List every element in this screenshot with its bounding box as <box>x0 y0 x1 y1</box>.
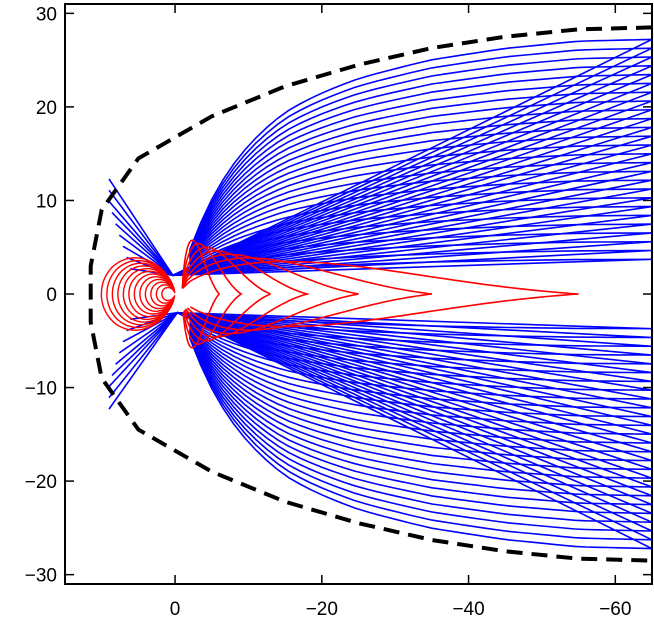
open-field-line-18 <box>126 100 653 277</box>
open-field-line-39 <box>177 311 653 444</box>
y-tick-label-5: 20 <box>36 98 57 119</box>
open-field-line-42 <box>177 311 653 471</box>
x-tick-label-0: 0 <box>170 599 181 620</box>
closed-dayside-loop-2 <box>150 281 176 307</box>
closed-dayside-loop-8 <box>117 265 175 323</box>
y-tick-label-2: −10 <box>25 379 57 400</box>
open-field-line-44 <box>126 311 653 488</box>
open-field-line-33 <box>177 311 653 391</box>
open-field-line-25 <box>108 38 653 277</box>
open-field-line-13 <box>172 144 653 277</box>
closed-tail-loop-3 <box>181 250 311 338</box>
closed-dayside-loop-0 <box>161 286 176 302</box>
open-field-line-36 <box>177 311 653 418</box>
closed-tail-loop-5 <box>181 243 243 345</box>
x-tick-label-1: −20 <box>306 599 338 620</box>
open-field-line-35 <box>177 311 653 409</box>
closed-dayside-loop-5 <box>133 273 176 315</box>
x-tick-label-3: −60 <box>599 599 631 620</box>
y-axis: −30 −20 −10 0 10 20 30 <box>25 4 652 587</box>
open-field-line-49 <box>108 311 653 532</box>
open-field-line-16 <box>172 117 653 277</box>
open-field-line-23 <box>108 56 653 277</box>
open-field-line-45 <box>122 311 653 497</box>
closed-tail-loop-1 <box>181 257 432 331</box>
y-tick-label-6: 30 <box>36 4 57 25</box>
closed-dayside-loop-9 <box>111 262 175 326</box>
closed-dayside-loop-6 <box>128 270 176 318</box>
closed-dayside-loop-4 <box>139 275 176 313</box>
x-tick-label-2: −40 <box>452 599 484 620</box>
closed-tail-loop-2 <box>181 253 359 335</box>
open-field-line-41 <box>177 311 653 462</box>
open-field-line-24 <box>108 47 653 277</box>
open-field-line-15 <box>172 126 653 277</box>
open-field-line-50 <box>108 311 653 541</box>
magnetopause-boundary <box>88 25 653 563</box>
open-field-line-17 <box>130 109 653 277</box>
open-field-line-43 <box>130 311 653 479</box>
open-field-line-9 <box>172 179 653 277</box>
open-field-line-10 <box>172 170 653 277</box>
open-field-line-48 <box>111 311 653 523</box>
closed-tail-loop-4 <box>181 246 271 342</box>
closed-dayside-loop-10 <box>106 259 175 329</box>
closed-dayside-loop-11 <box>100 257 175 331</box>
x-axis: 0 −20 −40 −60 <box>170 4 631 620</box>
y-tick-label-0: −30 <box>25 566 57 587</box>
closed-tail-loop-6 <box>181 239 221 349</box>
open-field-line-19 <box>122 91 653 277</box>
closed-dayside-loop-1 <box>155 284 176 304</box>
y-tick-label-1: −20 <box>25 472 57 493</box>
closed-dayside-loop-7 <box>122 267 175 321</box>
boundary-line <box>88 25 653 563</box>
open-field-line-51 <box>108 311 653 550</box>
y-tick-label-4: 10 <box>36 191 57 212</box>
closed-dayside-loop-3 <box>144 278 176 310</box>
open-field-line-40 <box>177 311 653 453</box>
open-field-line-12 <box>172 153 653 277</box>
y-tick-label-3: 0 <box>46 285 57 306</box>
closed-tail-loop-0 <box>181 260 579 328</box>
field-lines <box>100 38 653 550</box>
open-field-line-22 <box>111 65 653 277</box>
